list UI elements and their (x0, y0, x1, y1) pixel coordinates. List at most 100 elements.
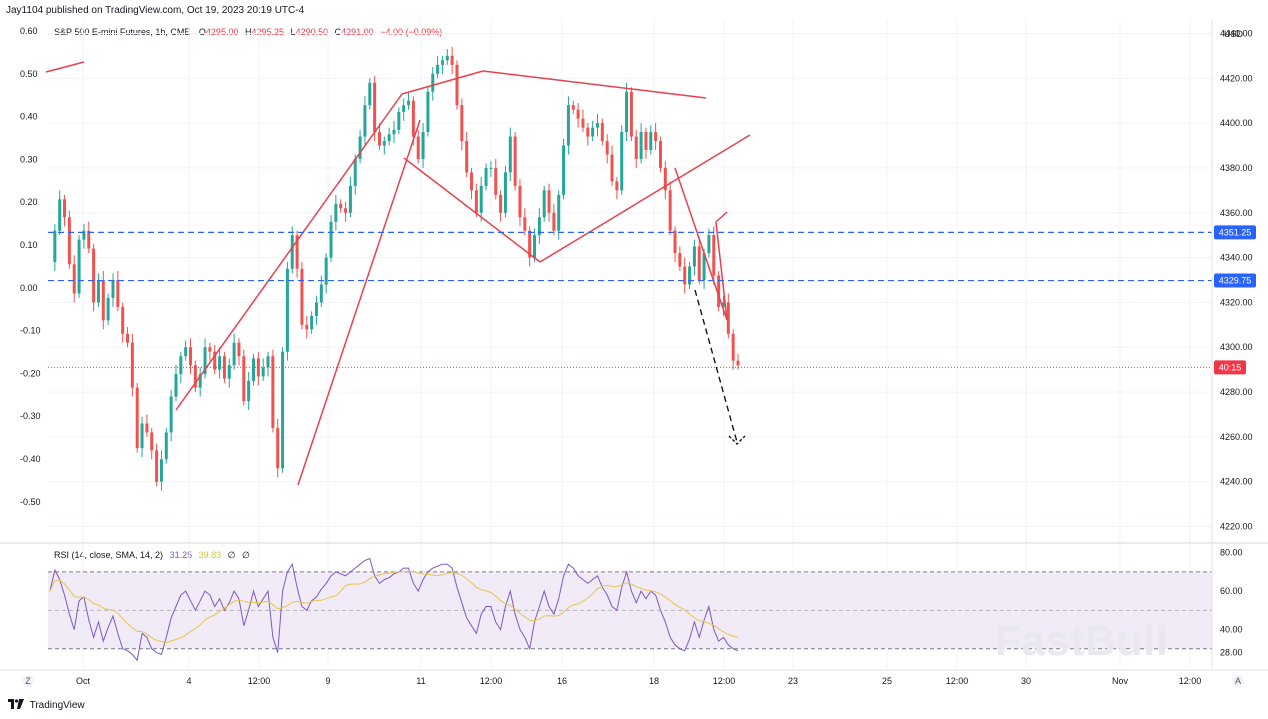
candle-body (721, 302, 725, 307)
left-tick-label: 0.40 (20, 112, 38, 122)
change-value: −4.00 (−0.09%) (380, 27, 443, 37)
candle-body (237, 342, 241, 357)
candle-body (324, 257, 328, 285)
candle-body (489, 167, 493, 169)
candle-body (440, 60, 444, 65)
left-tick-label: 0.20 (20, 197, 38, 207)
price-tick-label: 4380.00 (1220, 163, 1253, 173)
auto-scale-button[interactable]: A (1232, 675, 1244, 687)
rsi-null-2: ∅ (242, 550, 250, 560)
timezone-toggle-button[interactable]: Z (22, 675, 34, 687)
fastbull-watermark: FastBull (995, 617, 1169, 664)
left-tick-label: -0.30 (20, 411, 41, 421)
candle-body (576, 109, 580, 119)
candle-body (319, 284, 323, 303)
candle-body (571, 105, 575, 110)
close-value: 4291.00 (341, 27, 374, 37)
candle-body (363, 105, 367, 137)
close-label: C (334, 27, 342, 37)
candle-body (150, 432, 154, 451)
candle-body (111, 280, 115, 298)
candle-body (53, 230, 57, 263)
trendline (715, 221, 728, 321)
candle-body (266, 356, 270, 368)
candle-body (484, 167, 488, 186)
candle-body (387, 134, 391, 142)
candle-body (712, 235, 716, 276)
candle-body (494, 167, 498, 195)
time-tick-label: 25 (882, 676, 892, 686)
candle-body (668, 190, 672, 231)
candle-body (465, 141, 469, 173)
last-price-countdown: 40:15 (1219, 362, 1242, 372)
left-tick-label: -0.10 (20, 326, 41, 336)
axes: 4440.00 4420.00 4400.00 4380.00 4360.00 4340.… (0, 20, 1268, 686)
trendline (45, 61, 85, 73)
candle-body (198, 374, 202, 388)
candle-body (130, 342, 134, 388)
time-tick-label: 11 (416, 676, 425, 686)
left-tick-label: 0.00 (20, 283, 38, 293)
time-tick-label: 12:00 (248, 676, 271, 686)
candle-body (586, 127, 590, 137)
candle-body (373, 82, 377, 133)
time-tick-label: 30 (1021, 676, 1031, 686)
candle-body (416, 136, 420, 159)
candle-body (218, 356, 222, 370)
level-price-tag (1214, 273, 1256, 288)
candle-body (658, 141, 662, 168)
candle-body (547, 190, 551, 213)
candle-body (222, 356, 226, 379)
tradingview-logo-icon (8, 698, 24, 711)
left-tick-label: 0.10 (20, 240, 38, 250)
price-tick-label: 4260.00 (1220, 432, 1253, 442)
candle-body (358, 136, 362, 159)
candle-body (261, 367, 265, 377)
trendline (715, 211, 728, 223)
candle-body (300, 268, 304, 325)
candle-body (692, 246, 696, 267)
trendline (403, 157, 541, 263)
rsi-null-1: ∅ (227, 550, 236, 560)
candle-body (445, 55, 449, 61)
candle-body (702, 253, 706, 280)
candle-body (208, 347, 212, 352)
price-tick-label: 4420.00 (1220, 73, 1253, 83)
candle-body (707, 235, 711, 254)
candle-body (533, 235, 537, 258)
horizontal-levels: 4351.25 4329.75 40:15 (48, 225, 1256, 375)
rsi-legend: RSI (14, close, SMA, 14, 2) 31.25 39.83 … (54, 550, 250, 561)
candle-body (368, 82, 372, 106)
candle-body (615, 181, 619, 191)
candle-body (562, 145, 566, 195)
candle-body (329, 221, 333, 258)
candle-body (189, 347, 193, 366)
level-price-label: 4351.25 (1219, 227, 1252, 237)
candle-body (213, 351, 217, 370)
candle-body (101, 280, 105, 321)
candle-body (513, 136, 517, 186)
candle-body (82, 230, 86, 240)
candle-body (247, 380, 251, 402)
candle-body (251, 358, 255, 381)
candle-body (344, 208, 348, 213)
candle-body (145, 423, 149, 433)
time-tick-label: 12:00 (1179, 676, 1202, 686)
candle-body (310, 315, 314, 330)
candle-body (479, 185, 483, 213)
price-tick-label: 4320.00 (1220, 297, 1253, 307)
time-tick-label: 12:00 (713, 676, 736, 686)
candle-body (436, 64, 440, 74)
price-tick-label: 4440.00 (1220, 28, 1253, 38)
candle-body (203, 347, 207, 375)
candle-body (397, 111, 401, 130)
candle-body (581, 118, 585, 128)
tradingview-footer: TradingView (8, 698, 85, 711)
symbol-legend: S&P 500 E-mini Futures, 1h, CME O4295.00… (54, 27, 446, 37)
price-tick-label: 4300.00 (1220, 342, 1253, 352)
candle-body (634, 136, 638, 159)
level-price-tag (1214, 225, 1256, 240)
candle-body (140, 423, 144, 449)
tradingview-brand: TradingView (29, 700, 85, 711)
